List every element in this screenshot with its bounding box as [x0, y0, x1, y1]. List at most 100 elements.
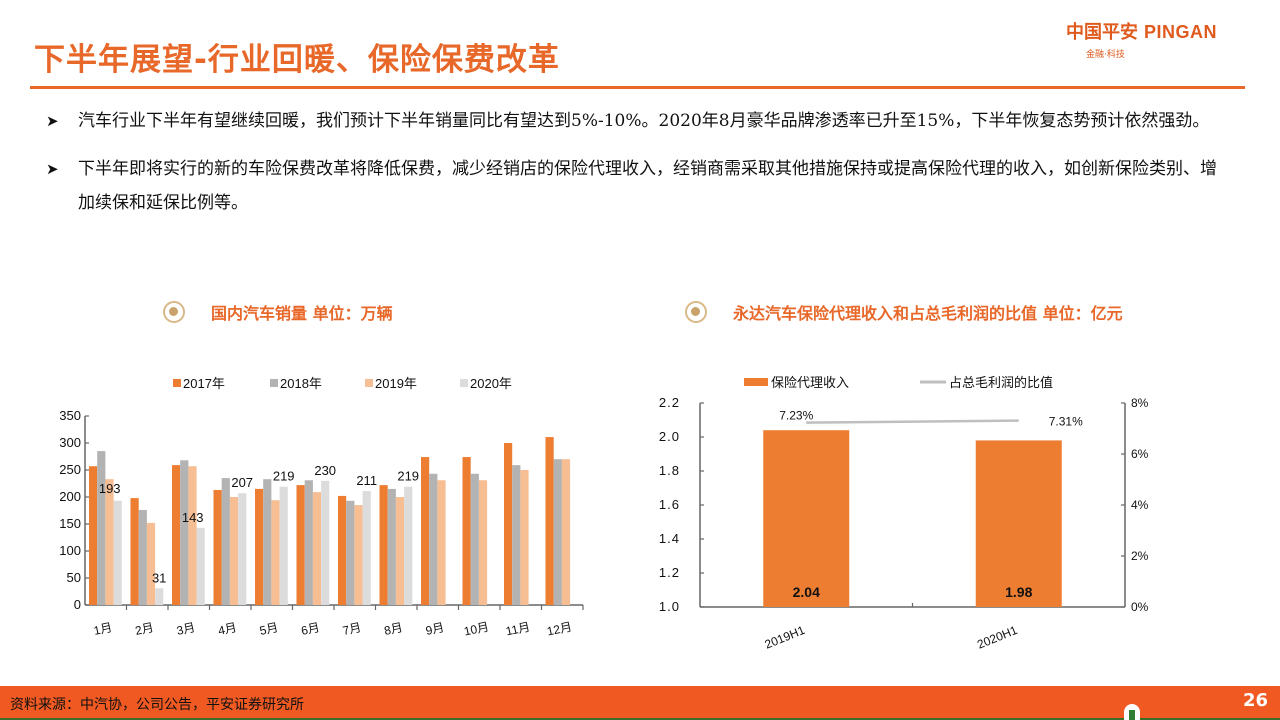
x-tick-label: 2019H1 — [763, 623, 808, 652]
data-label: 193 — [99, 481, 121, 496]
bar — [255, 488, 264, 605]
x-tick-label: 6月 — [300, 620, 321, 638]
bar — [404, 486, 413, 605]
line-label: 7.23% — [779, 409, 813, 423]
bar — [180, 460, 189, 605]
bar — [271, 500, 280, 605]
bar — [155, 588, 164, 605]
legend-item: 2017年 — [173, 376, 225, 391]
arrow-bullet-icon: ➤ — [46, 112, 59, 130]
bar — [520, 470, 529, 605]
y-tick-label: 1.4 — [659, 531, 680, 546]
bar — [138, 509, 147, 605]
y-tick-label: 250 — [60, 462, 81, 477]
bar — [504, 443, 513, 605]
pingan-logo: 中国平安 PINGAN 金融·科技 — [1066, 18, 1217, 60]
logo-tagline: 金融·科技 — [1086, 50, 1125, 60]
bar — [113, 500, 122, 605]
x-tick-label: 8月 — [383, 620, 404, 638]
bullet-item: ➤ 下半年即将实行的新的车险保费改革将降低保费，减少经销店的保险代理收入，经销商… — [44, 152, 1224, 220]
y-tick-label: 100 — [60, 543, 81, 558]
bar — [146, 522, 156, 605]
legend-label: 2017年 — [183, 376, 225, 391]
footer-bar: 资料来源：中汽协，公司公告，平安证券研究所 26 — [0, 686, 1280, 720]
x-tick-label: 4月 — [217, 620, 238, 638]
y2-tick-label: 8% — [1131, 396, 1149, 410]
title-divider — [30, 86, 1245, 89]
bar — [105, 479, 114, 605]
ratio-line — [806, 419, 1019, 424]
y-tick-label: 0 — [74, 597, 81, 612]
data-label: 211 — [356, 473, 377, 488]
line-label: 7.31% — [1049, 415, 1083, 429]
bullet-list: ➤ 汽车行业下半年有望继续回暖，我们预计下半年销量同比有望达到5%-10%。20… — [44, 104, 1224, 234]
y-tick-label: 200 — [60, 489, 81, 504]
legend-item: 2019年 — [365, 376, 417, 391]
bullet-text: 汽车行业下半年有望继续回暖，我们预计下半年销量同比有望达到5%-10%。2020… — [78, 111, 1210, 131]
x-tick-label: 10月 — [463, 620, 491, 639]
bar — [130, 498, 139, 605]
bar — [975, 440, 1062, 607]
logo-en: PINGAN — [1144, 22, 1218, 42]
y2-tick-label: 2% — [1131, 549, 1149, 563]
bar — [346, 500, 355, 605]
data-label: 219 — [273, 469, 295, 484]
sales-bar-chart: 2017年 2018年 2019年 2020年 0 50 100 150 200 250 300 35… — [59, 370, 600, 650]
y2-tick-label: 0% — [1131, 600, 1149, 614]
bar — [221, 478, 230, 605]
legend-swatch — [744, 378, 768, 386]
y-tick-label: 150 — [60, 516, 81, 531]
source-note: 资料来源：中汽协，公司公告，平安证券研究所 — [10, 697, 304, 713]
data-label: 230 — [314, 463, 336, 478]
legend-label: 2019年 — [375, 376, 417, 391]
section-header-sales: 国内汽车销量 单位：万辆 — [163, 300, 393, 324]
legend-item: 保险代理收入 — [744, 375, 849, 390]
x-tick-label: 9月 — [424, 620, 445, 638]
y-tick-label: 2.2 — [659, 395, 680, 410]
x-tick-label: 12月 — [546, 620, 574, 639]
y-tick-label: 2.0 — [659, 429, 680, 444]
y-tick-label: 300 — [60, 435, 81, 450]
sales-chart-svg: 2017年 2018年 2019年 2020年 0 50 100 150 200 250 300 35… — [59, 376, 584, 639]
y-tick-label: 1.2 — [659, 565, 680, 580]
legend-label: 2020年 — [470, 376, 512, 391]
bar — [437, 480, 446, 605]
section-header-insurance: 永达汽车保险代理收入和占总毛利润的比值 单位：亿元 — [685, 300, 1123, 324]
bar — [362, 491, 371, 605]
data-label: 31 — [152, 570, 166, 585]
legend-label: 保险代理收入 — [771, 375, 849, 390]
bullet-item: ➤ 汽车行业下半年有望继续回暖，我们预计下半年销量同比有望达到5%-10%。20… — [44, 104, 1224, 138]
x-tick-label: 3月 — [175, 620, 196, 638]
section-title: 国内汽车销量 单位：万辆 — [211, 304, 393, 323]
y-tick-label: 1.8 — [659, 463, 680, 478]
bar — [553, 459, 562, 605]
y-tick-label: 1.0 — [659, 599, 680, 614]
legend-label: 占总毛利润的比值 — [949, 375, 1053, 390]
bar — [89, 466, 98, 605]
insurance-chart-svg: 保险代理收入 占总毛利润的比值 1.0 1.2 1.4 1.6 1.8 2.0 2.2 0% 2% 4… — [659, 375, 1149, 652]
bar — [321, 480, 330, 605]
legend-item: 占总毛利润的比值 — [920, 375, 1053, 390]
insurance-combo-chart: 保险代理收入 占总毛利润的比值 1.0 1.2 1.4 1.6 1.8 2.0 2.2 0% 2% 4… — [640, 370, 1180, 660]
data-label: 143 — [182, 510, 204, 525]
x-tick-label: 2月 — [134, 620, 155, 638]
legend-item: 2018年 — [270, 376, 322, 391]
y-tick-label: 50 — [67, 570, 81, 585]
radio-target-icon — [685, 301, 707, 323]
bullet-text: 下半年即将实行的新的车险保费改革将降低保费，减少经销店的保险代理收入，经销商需采… — [78, 159, 1217, 213]
bar — [97, 451, 106, 605]
bar — [229, 497, 239, 605]
bar — [338, 495, 347, 605]
radio-target-icon — [163, 301, 185, 323]
bar — [296, 485, 305, 605]
bar — [213, 489, 222, 605]
data-label: 207 — [231, 475, 253, 490]
bar — [304, 480, 313, 605]
legend-swatch — [365, 379, 373, 387]
data-label: 219 — [397, 469, 419, 484]
x-tick-label: 5月 — [258, 620, 279, 638]
bar — [387, 488, 396, 605]
bar — [188, 466, 197, 605]
bar — [478, 480, 488, 605]
bar — [561, 459, 571, 605]
